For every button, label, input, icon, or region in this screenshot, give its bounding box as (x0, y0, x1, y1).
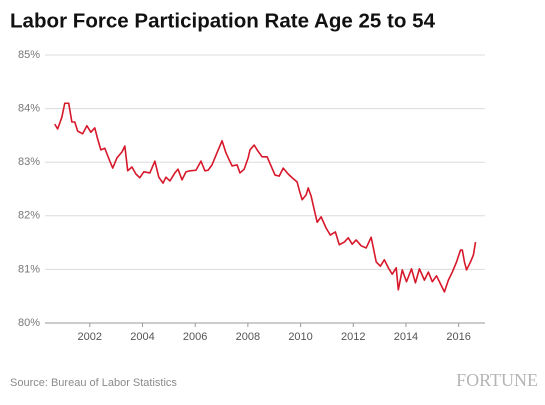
y-tick-label: 85% (18, 49, 40, 61)
x-tick-label: 2014 (394, 331, 418, 343)
y-tick-label: 84% (18, 103, 40, 115)
y-tick-label: 82% (18, 210, 40, 222)
x-tick-label: 2008 (236, 331, 260, 343)
x-tick-label: 2016 (446, 331, 470, 343)
x-tick-label: 2012 (341, 331, 365, 343)
y-tick-label: 81% (18, 263, 40, 275)
y-tick-label: 83% (18, 156, 40, 168)
x-tick-label: 2010 (288, 331, 312, 343)
x-tick-label: 2006 (183, 331, 207, 343)
source-note: Source: Bureau of Labor Statistics (10, 377, 177, 389)
x-tick-label: 2004 (130, 331, 154, 343)
data-line (54, 102, 477, 293)
chart-title: Labor Force Participation Rate Age 25 to… (10, 10, 436, 32)
y-tick-label: 80% (18, 317, 40, 329)
x-tick-label: 2002 (78, 331, 102, 343)
brand-logo: FORTUNE (456, 370, 538, 390)
